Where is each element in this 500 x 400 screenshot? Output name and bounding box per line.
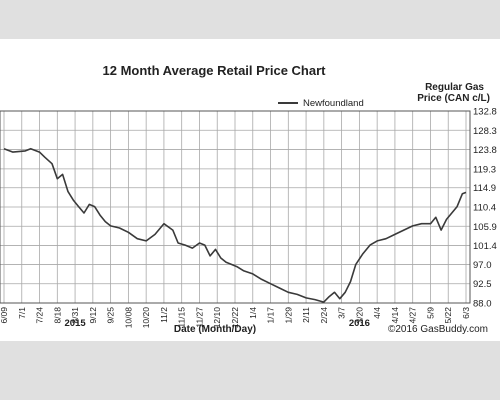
x-tick-label: 4/4 bbox=[372, 307, 382, 319]
x-tick-label: 9/25 bbox=[106, 307, 116, 324]
x-tick-label: 8/18 bbox=[52, 307, 62, 324]
year-label: 2016 bbox=[349, 318, 370, 329]
x-tick-labels: 6/09 7/1 7/24 8/18 8/31 9/12 9/25 10/08 10/20 11/… bbox=[0, 307, 471, 329]
y-tick-label: 128.3 bbox=[473, 126, 497, 137]
y-tick-label: 92.5 bbox=[473, 279, 492, 290]
x-tick-label: 11/15 bbox=[177, 307, 187, 328]
year-labels: 2015 2016 bbox=[65, 318, 370, 329]
x-tick-label: 6/3 bbox=[461, 307, 471, 319]
x-tick-label: 2/24 bbox=[319, 307, 329, 324]
x-tick-label: 7/24 bbox=[35, 307, 45, 324]
x-tick-label: 2/11 bbox=[301, 307, 311, 323]
y-tick-label: 97.0 bbox=[473, 260, 492, 271]
x-tick-label: 9/12 bbox=[88, 307, 98, 324]
x-tick-label: 1/29 bbox=[283, 307, 293, 324]
y-tick-label: 119.3 bbox=[473, 164, 496, 175]
x-tick-label: 4/27 bbox=[408, 307, 418, 324]
x-tick-label: 10/08 bbox=[123, 307, 133, 329]
x-tick-label: 5/22 bbox=[443, 307, 453, 324]
legend-label: Newfoundland bbox=[303, 98, 364, 109]
line-chart: 12 Month Average Retail Price Chart Regu… bbox=[0, 63, 497, 335]
x-tick-label: 12/22 bbox=[230, 307, 240, 329]
x-tick-label: 10/20 bbox=[141, 307, 151, 329]
plot-border bbox=[0, 110, 471, 304]
grid bbox=[0, 110, 471, 304]
x-tick-label: 3/7 bbox=[337, 307, 347, 319]
y-tick-label: 123.8 bbox=[473, 145, 497, 156]
x-tick-label: 8/31 bbox=[70, 307, 80, 324]
x-tick-label: 11/27 bbox=[194, 307, 204, 328]
x-axis-label: Date (Month/Day) bbox=[174, 324, 256, 335]
x-tick-label: 1/4 bbox=[248, 307, 258, 319]
y-axis-label-line2: Price (CAN c/L) bbox=[417, 93, 490, 104]
y-axis-label-line1: Regular Gas bbox=[425, 82, 484, 93]
y-tick-label: 105.9 bbox=[473, 222, 497, 233]
y-tick-label: 101.4 bbox=[473, 241, 497, 252]
x-tick-label: 5/9 bbox=[425, 307, 435, 319]
y-tick-label: 110.4 bbox=[473, 203, 496, 214]
y-tick-label: 114.9 bbox=[473, 183, 496, 194]
x-tick-label: 7/1 bbox=[17, 307, 27, 319]
y-tick-label: 88.0 bbox=[473, 299, 492, 310]
plot-area bbox=[3, 147, 467, 303]
year-label: 2015 bbox=[65, 318, 87, 329]
x-tick-label: 4/14 bbox=[390, 307, 400, 324]
chart-frame: 12 Month Average Retail Price Chart Regu… bbox=[0, 39, 500, 341]
y-tick-labels: 88.0 92.5 97.0 101.4 105.9 110.4 114.9 119.3 123… bbox=[473, 107, 497, 310]
x-tick-label: 12/10 bbox=[212, 307, 222, 329]
legend: Newfoundland bbox=[278, 98, 364, 109]
chart-title: 12 Month Average Retail Price Chart bbox=[103, 63, 327, 78]
y-tick-label: 132.8 bbox=[473, 107, 497, 118]
x-tick-label: 3/20 bbox=[354, 307, 364, 324]
x-tick-label: 1/17 bbox=[266, 307, 276, 324]
series-line-newfoundland bbox=[3, 147, 467, 303]
x-tick-label: 11/2 bbox=[159, 307, 169, 323]
watermark: ©2016 GasBuddy.com bbox=[388, 324, 488, 335]
x-tick-label: 6/09 bbox=[0, 307, 9, 324]
